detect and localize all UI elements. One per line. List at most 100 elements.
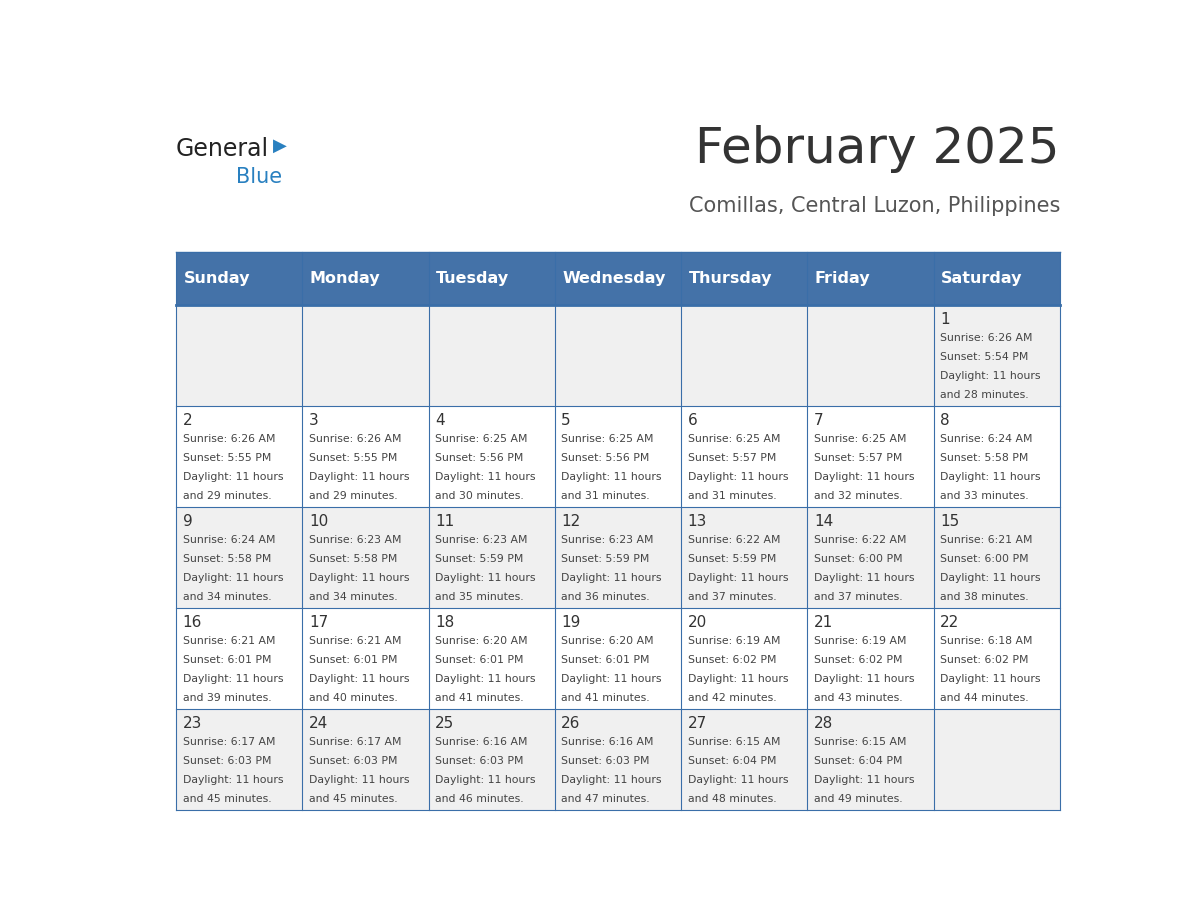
Bar [934, 305, 1060, 406]
Text: Daylight: 11 hours: Daylight: 11 hours [688, 674, 788, 684]
Bar [303, 507, 429, 608]
Bar [303, 709, 429, 810]
Bar [555, 608, 681, 709]
Text: and 36 minutes.: and 36 minutes. [562, 592, 650, 602]
Text: Sunday: Sunday [183, 271, 249, 285]
Text: 2: 2 [183, 413, 192, 428]
Text: Daylight: 11 hours: Daylight: 11 hours [183, 674, 283, 684]
Text: 7: 7 [814, 413, 823, 428]
Bar [681, 608, 808, 709]
Text: Sunrise: 6:26 AM: Sunrise: 6:26 AM [940, 333, 1032, 342]
Text: Friday: Friday [815, 271, 871, 285]
Bar [429, 507, 555, 608]
Text: Sunset: 6:01 PM: Sunset: 6:01 PM [562, 655, 650, 666]
Text: Sunset: 6:00 PM: Sunset: 6:00 PM [814, 554, 903, 564]
Bar [303, 608, 429, 709]
Bar [681, 406, 808, 507]
Text: Sunset: 5:55 PM: Sunset: 5:55 PM [183, 453, 271, 463]
Text: Daylight: 11 hours: Daylight: 11 hours [183, 776, 283, 785]
Bar [808, 608, 934, 709]
Bar [176, 305, 303, 406]
Text: Daylight: 11 hours: Daylight: 11 hours [562, 472, 662, 482]
Text: Sunset: 6:04 PM: Sunset: 6:04 PM [688, 756, 776, 767]
Text: Saturday: Saturday [941, 271, 1023, 285]
Text: Sunset: 6:01 PM: Sunset: 6:01 PM [435, 655, 524, 666]
Bar [934, 507, 1060, 608]
Text: 4: 4 [435, 413, 444, 428]
Text: 3: 3 [309, 413, 318, 428]
Text: and 28 minutes.: and 28 minutes. [940, 390, 1029, 400]
Text: and 33 minutes.: and 33 minutes. [940, 491, 1029, 501]
Text: Sunrise: 6:25 AM: Sunrise: 6:25 AM [688, 434, 781, 444]
Text: Sunrise: 6:23 AM: Sunrise: 6:23 AM [309, 535, 402, 545]
Text: 17: 17 [309, 615, 328, 630]
Text: Daylight: 11 hours: Daylight: 11 hours [562, 674, 662, 684]
Text: ▶: ▶ [273, 137, 286, 154]
Bar [303, 406, 429, 507]
Text: Daylight: 11 hours: Daylight: 11 hours [183, 472, 283, 482]
Text: Daylight: 11 hours: Daylight: 11 hours [562, 573, 662, 583]
Bar [429, 608, 555, 709]
Text: Sunset: 5:56 PM: Sunset: 5:56 PM [435, 453, 524, 463]
Bar [176, 608, 303, 709]
Text: Sunrise: 6:15 AM: Sunrise: 6:15 AM [688, 737, 781, 747]
Text: Sunrise: 6:26 AM: Sunrise: 6:26 AM [183, 434, 276, 444]
Text: 20: 20 [688, 615, 707, 630]
Text: 22: 22 [940, 615, 960, 630]
Text: Sunrise: 6:17 AM: Sunrise: 6:17 AM [183, 737, 276, 747]
Text: Sunrise: 6:21 AM: Sunrise: 6:21 AM [183, 636, 276, 646]
Bar [934, 406, 1060, 507]
Text: and 31 minutes.: and 31 minutes. [562, 491, 650, 501]
Bar [934, 709, 1060, 810]
Text: Sunset: 6:00 PM: Sunset: 6:00 PM [940, 554, 1029, 564]
Text: Sunset: 5:59 PM: Sunset: 5:59 PM [562, 554, 650, 564]
Text: Sunrise: 6:16 AM: Sunrise: 6:16 AM [562, 737, 653, 747]
Bar [176, 252, 1060, 305]
Text: Wednesday: Wednesday [562, 271, 665, 285]
Text: and 41 minutes.: and 41 minutes. [435, 693, 524, 703]
Text: and 46 minutes.: and 46 minutes. [435, 794, 524, 804]
Text: Sunrise: 6:16 AM: Sunrise: 6:16 AM [435, 737, 527, 747]
Text: Sunset: 6:01 PM: Sunset: 6:01 PM [309, 655, 397, 666]
Text: Daylight: 11 hours: Daylight: 11 hours [814, 776, 915, 785]
Text: Sunrise: 6:26 AM: Sunrise: 6:26 AM [309, 434, 402, 444]
Bar [429, 406, 555, 507]
Bar [555, 709, 681, 810]
Text: Sunset: 5:58 PM: Sunset: 5:58 PM [940, 453, 1029, 463]
Bar [808, 305, 934, 406]
Text: Sunrise: 6:23 AM: Sunrise: 6:23 AM [435, 535, 527, 545]
Text: Daylight: 11 hours: Daylight: 11 hours [309, 674, 410, 684]
Text: and 40 minutes.: and 40 minutes. [309, 693, 398, 703]
Text: and 30 minutes.: and 30 minutes. [435, 491, 524, 501]
Bar [808, 709, 934, 810]
Text: Daylight: 11 hours: Daylight: 11 hours [309, 573, 410, 583]
Text: and 38 minutes.: and 38 minutes. [940, 592, 1029, 602]
Text: 28: 28 [814, 716, 833, 731]
Text: Sunset: 5:57 PM: Sunset: 5:57 PM [814, 453, 902, 463]
Text: and 41 minutes.: and 41 minutes. [562, 693, 650, 703]
Text: Sunrise: 6:25 AM: Sunrise: 6:25 AM [435, 434, 527, 444]
Text: Sunset: 5:59 PM: Sunset: 5:59 PM [435, 554, 524, 564]
Text: and 32 minutes.: and 32 minutes. [814, 491, 903, 501]
Text: 10: 10 [309, 514, 328, 529]
Text: Tuesday: Tuesday [436, 271, 510, 285]
Text: Sunset: 5:58 PM: Sunset: 5:58 PM [309, 554, 397, 564]
Text: General: General [176, 137, 270, 161]
Bar [681, 305, 808, 406]
Text: and 29 minutes.: and 29 minutes. [183, 491, 271, 501]
Bar [429, 709, 555, 810]
Text: Daylight: 11 hours: Daylight: 11 hours [688, 472, 788, 482]
Text: and 45 minutes.: and 45 minutes. [183, 794, 271, 804]
Text: Daylight: 11 hours: Daylight: 11 hours [814, 472, 915, 482]
Text: Daylight: 11 hours: Daylight: 11 hours [435, 776, 536, 785]
Text: 8: 8 [940, 413, 949, 428]
Text: and 34 minutes.: and 34 minutes. [183, 592, 271, 602]
Bar [681, 709, 808, 810]
Text: 9: 9 [183, 514, 192, 529]
Text: Sunrise: 6:22 AM: Sunrise: 6:22 AM [814, 535, 906, 545]
Text: Sunset: 6:02 PM: Sunset: 6:02 PM [814, 655, 903, 666]
Text: Sunset: 6:03 PM: Sunset: 6:03 PM [183, 756, 271, 767]
Text: Sunrise: 6:18 AM: Sunrise: 6:18 AM [940, 636, 1032, 646]
Text: Sunset: 5:57 PM: Sunset: 5:57 PM [688, 453, 776, 463]
Text: Sunset: 6:02 PM: Sunset: 6:02 PM [688, 655, 776, 666]
